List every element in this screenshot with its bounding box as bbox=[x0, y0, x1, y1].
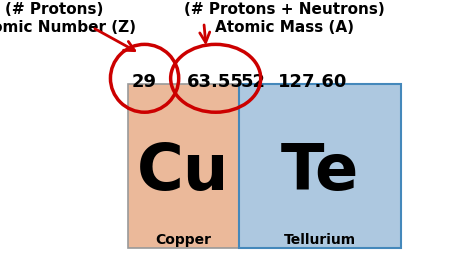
Text: 127.60: 127.60 bbox=[278, 73, 347, 91]
Text: (# Protons + Neutrons): (# Protons + Neutrons) bbox=[184, 2, 385, 17]
Text: 63.55: 63.55 bbox=[187, 73, 244, 91]
Bar bbox=[239, 84, 401, 248]
Text: 52: 52 bbox=[241, 73, 266, 91]
Bar bbox=[128, 84, 239, 248]
Text: Atomic Mass (A): Atomic Mass (A) bbox=[215, 20, 354, 35]
Text: 29: 29 bbox=[132, 73, 157, 91]
Text: Atomic Number (Z): Atomic Number (Z) bbox=[0, 20, 136, 35]
Text: Te: Te bbox=[281, 141, 359, 203]
Text: Tellurium: Tellurium bbox=[284, 233, 356, 247]
Text: Cu: Cu bbox=[137, 141, 229, 203]
Text: Copper: Copper bbox=[155, 233, 211, 247]
Text: (# Protons): (# Protons) bbox=[5, 2, 104, 17]
